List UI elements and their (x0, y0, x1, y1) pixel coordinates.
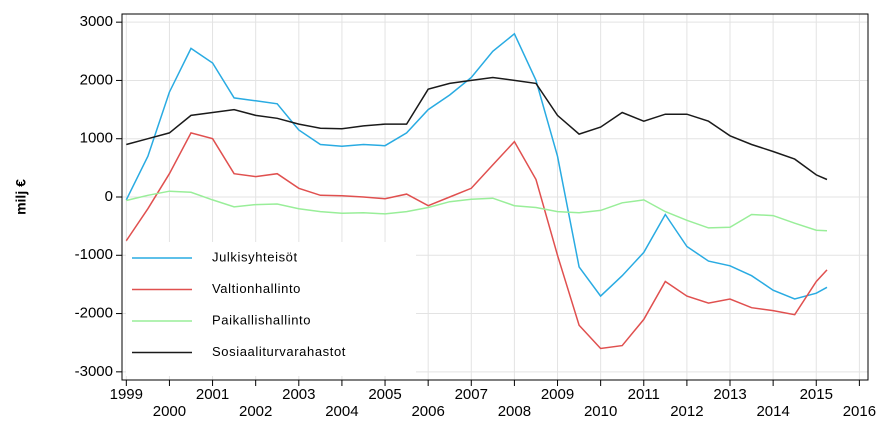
x-tick-label: 2010 (584, 403, 617, 420)
y-tick-label: 3000 (80, 13, 113, 30)
x-tick-label: 2013 (713, 386, 746, 403)
legend-label: Valtionhallinto (212, 281, 301, 296)
y-tick-label: 0 (105, 188, 113, 205)
legend-box (126, 242, 416, 376)
y-tick-label: 1000 (80, 130, 113, 147)
x-tick-label: 2003 (282, 386, 315, 403)
x-tick-label: 2009 (541, 386, 574, 403)
y-tick-label: -3000 (75, 363, 113, 380)
legend: Julkisyhteisöt Valtionhallinto Paikallisha… (126, 242, 416, 376)
x-tick-label: 2001 (196, 386, 229, 403)
x-tick-label: 2002 (239, 403, 272, 420)
series-line (126, 76, 828, 181)
x-tick-label: 2015 (800, 386, 833, 403)
x-tick-label: 2012 (670, 403, 703, 420)
y-tick-label: 2000 (80, 71, 113, 88)
legend-label: Paikallishallinto (212, 312, 311, 327)
x-tick-label: 2007 (455, 386, 488, 403)
x-tick-label: 2016 (843, 403, 876, 420)
x-tick-label: 2006 (411, 403, 444, 420)
series-line (125, 132, 828, 350)
series-line (126, 190, 828, 232)
y-tick-label: -2000 (75, 305, 113, 322)
x-tick-label: 2004 (325, 403, 358, 420)
series-line (125, 32, 828, 300)
x-tick-label: 2014 (756, 403, 789, 420)
y-tick-label: -1000 (75, 246, 113, 263)
x-tick-label: 2008 (498, 403, 531, 420)
legend-label: Sosiaaliturvarahastot (212, 344, 346, 359)
x-tick-label: 1999 (110, 386, 143, 403)
x-tick-label: 2011 (628, 386, 660, 403)
plot-frame (121, 13, 869, 381)
legend-label: Julkisyhteisöt (212, 249, 298, 264)
x-tick-label: 2000 (153, 403, 186, 420)
y-axis-label: milj € (13, 179, 29, 215)
x-tick-label: 2005 (368, 386, 401, 403)
